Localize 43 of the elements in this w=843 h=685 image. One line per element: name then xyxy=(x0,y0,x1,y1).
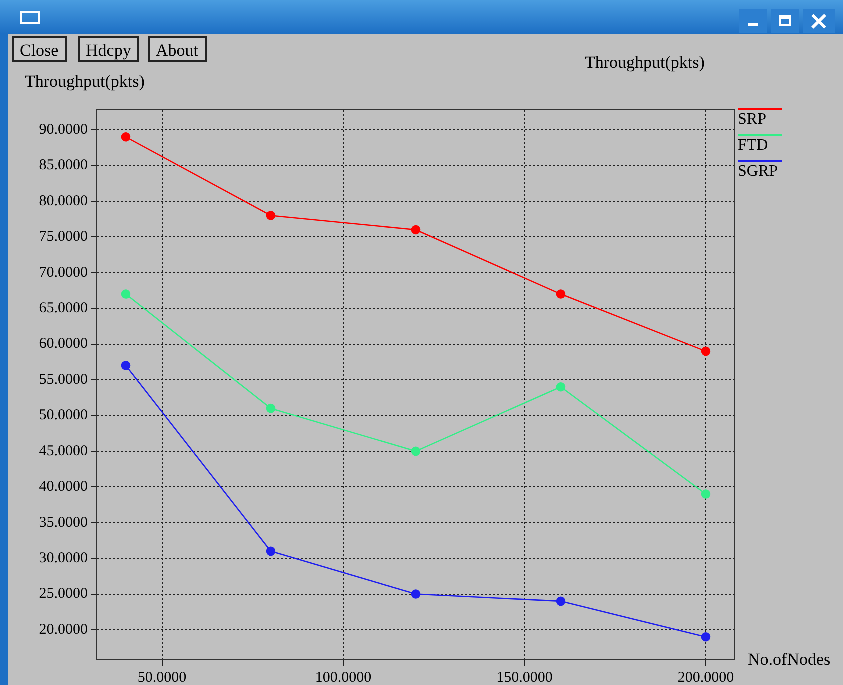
y-tick-label: 25.0000 xyxy=(39,586,88,602)
y-tick-label: 45.0000 xyxy=(39,443,88,460)
y-tick-label: 75.0000 xyxy=(39,229,88,246)
text: About xyxy=(148,36,206,62)
chart-title: Throughput(pkts) xyxy=(585,53,705,73)
point xyxy=(121,361,131,370)
point xyxy=(411,225,421,235)
y-tick-label: 30.0000 xyxy=(39,550,88,567)
y-tick-label: 80.0000 xyxy=(39,193,88,210)
y-tick-label: 20.0000 xyxy=(39,622,88,638)
legend-label: SGRP xyxy=(738,162,780,181)
legend-label: SRP xyxy=(738,110,768,129)
text: Hdcpy xyxy=(78,36,140,62)
point xyxy=(266,546,276,556)
point xyxy=(556,382,566,392)
x-tick-label: 50.0000 xyxy=(138,670,187,685)
x-tick-label: 150.0000 xyxy=(496,670,553,685)
point xyxy=(411,590,421,599)
y-tick-label: 85.0000 xyxy=(39,158,88,174)
point xyxy=(266,404,276,414)
y-tick-label: 40.0000 xyxy=(39,479,88,496)
point xyxy=(411,446,421,456)
point xyxy=(701,346,711,356)
text: Close xyxy=(12,36,67,62)
y-tick-label: 60.0000 xyxy=(39,336,88,352)
y-tick-label: 70.0000 xyxy=(39,264,88,281)
x-axis-title: No.ofNodes xyxy=(748,650,831,670)
point xyxy=(556,596,566,606)
y-tick-label: 65.0000 xyxy=(39,300,88,317)
point xyxy=(266,211,276,220)
y-tick-label: 55.0000 xyxy=(39,372,88,388)
y-tick-label: 90.0000 xyxy=(39,122,88,138)
y-tick-label: 35.0000 xyxy=(39,514,88,531)
y-axis-title: Throughput(pkts) xyxy=(25,72,145,92)
point xyxy=(701,632,711,642)
point xyxy=(556,290,566,299)
x-tick-label: 200.0000 xyxy=(678,670,734,685)
point xyxy=(121,132,131,142)
point xyxy=(121,290,131,299)
point xyxy=(701,490,711,499)
x-tick-label: 100.0000 xyxy=(315,670,372,685)
y-tick-label: 50.0000 xyxy=(39,408,88,424)
legend-label: FTD xyxy=(738,136,770,155)
